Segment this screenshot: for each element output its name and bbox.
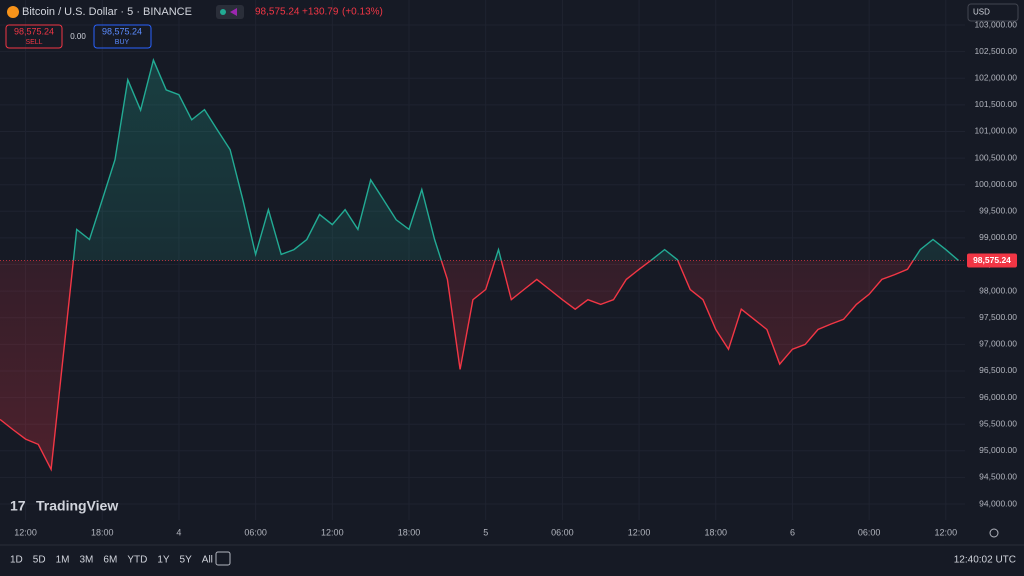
spread: 0.00 — [70, 32, 86, 41]
y-tick-label: 100,500.00 — [974, 152, 1017, 162]
y-tick-label: 101,500.00 — [974, 99, 1017, 109]
buy-button[interactable] — [93, 24, 152, 49]
y-tick-label: 94,500.00 — [979, 472, 1017, 482]
y-tick-label: 99,000.00 — [979, 232, 1017, 242]
range-button[interactable]: 3M — [80, 555, 94, 566]
logo-mark: 17 — [10, 498, 26, 514]
range-button[interactable]: 1Y — [157, 555, 170, 566]
range-button[interactable]: 6M — [103, 555, 117, 566]
change-pct: (+0.13%) — [342, 7, 383, 18]
price-tag — [967, 253, 1017, 268]
range-button[interactable]: 5Y — [180, 555, 193, 566]
range-button[interactable]: 1D — [10, 555, 23, 566]
range-button[interactable]: YTD — [127, 555, 147, 566]
range-button[interactable]: 5D — [33, 555, 46, 566]
range-button[interactable]: All — [202, 555, 213, 566]
settings-icon[interactable] — [989, 528, 999, 538]
y-tick-label: 100,000.00 — [974, 179, 1017, 189]
sell-label: SELL — [25, 39, 42, 46]
x-tick-label: 6 — [790, 527, 795, 537]
y-tick-label: 101,000.00 — [974, 126, 1017, 136]
buy-label: BUY — [115, 39, 130, 46]
x-tick-label: 06:00 — [244, 527, 267, 537]
buy-price: 98,575.24 — [102, 26, 142, 36]
x-tick-label: 06:00 — [551, 527, 574, 537]
price-tag-label: 98,575.24 — [973, 255, 1011, 265]
y-tick-label: 99,500.00 — [979, 206, 1017, 216]
y-tick-label: 95,000.00 — [979, 445, 1017, 455]
area-up — [0, 60, 959, 261]
change: +130.79 — [302, 7, 339, 18]
y-tick-label: 102,500.00 — [974, 46, 1017, 56]
range-button[interactable]: 1M — [56, 555, 70, 566]
x-tick-label: 06:00 — [858, 527, 881, 537]
plot — [0, 57, 965, 472]
sell-button[interactable] — [5, 24, 63, 49]
x-tick-label: 5 — [483, 527, 488, 537]
y-tick-label: 96,500.00 — [979, 365, 1017, 375]
x-tick-label: 12:00 — [935, 527, 958, 537]
y-tick-label: 97,000.00 — [979, 339, 1017, 349]
x-tick-label: 18:00 — [91, 527, 114, 537]
clock: 12:40:02 UTC — [954, 555, 1016, 566]
y-tick-label: 95,500.00 — [979, 418, 1017, 428]
area-down — [0, 260, 914, 470]
y-tick-label: 103,000.00 — [974, 19, 1017, 29]
y-tick-label: 94,000.00 — [979, 498, 1017, 508]
signal-icon — [230, 8, 237, 16]
x-tick-label: 12:00 — [628, 527, 651, 537]
logo: TradingView — [36, 498, 118, 514]
price: 98,575.24 — [255, 7, 300, 18]
x-tick-label: 18:00 — [704, 527, 727, 537]
price-line-up — [72, 57, 960, 261]
currency-select[interactable] — [967, 3, 1019, 22]
x-tick-label: 4 — [176, 527, 181, 537]
y-tick-label: 98,000.00 — [979, 285, 1017, 295]
y-tick-label: 102,000.00 — [974, 72, 1017, 82]
symbol: Bitcoin / U.S. Dollar · 5 · BINANCE — [22, 6, 192, 18]
y-tick-label: 97,500.00 — [979, 312, 1017, 322]
market-open-dot — [220, 9, 226, 15]
currency: USD — [973, 8, 990, 17]
x-tick-label: 12:00 — [14, 527, 37, 537]
x-tick-label: 12:00 — [321, 527, 344, 537]
date-range-icon[interactable] — [215, 551, 231, 566]
y-tick-label: 96,000.00 — [979, 392, 1017, 402]
x-tick-label: 18:00 — [398, 527, 421, 537]
price-line-down — [0, 260, 959, 472]
coin-icon — [7, 6, 19, 18]
sell-price: 98,575.24 — [14, 26, 54, 36]
